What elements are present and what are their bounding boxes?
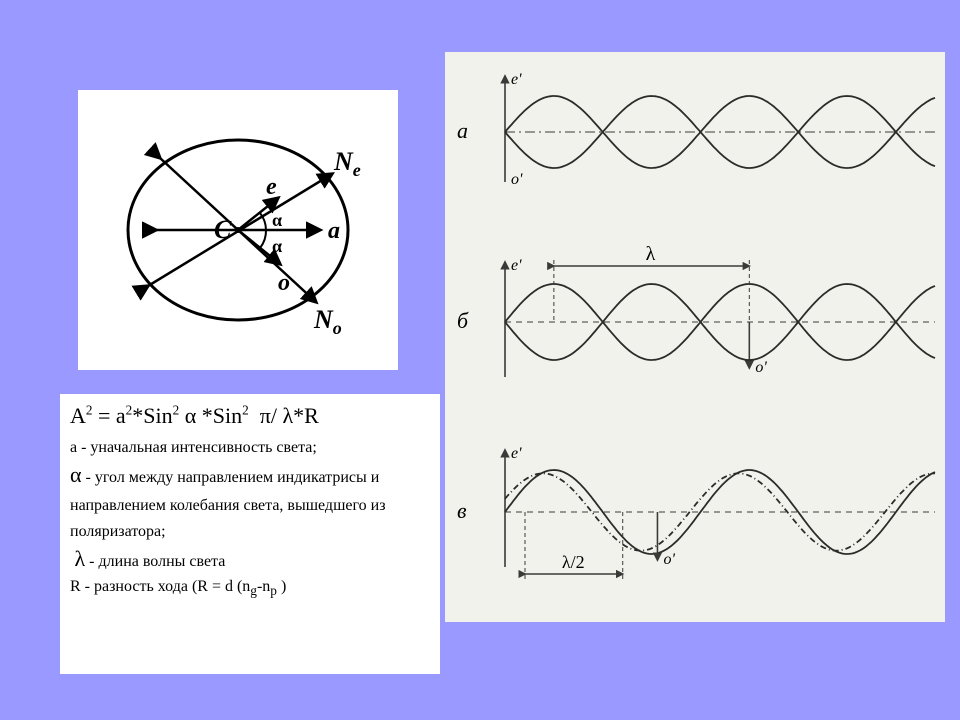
- svg-text:α: α: [272, 210, 282, 230]
- svg-text:λ/2: λ/2: [562, 552, 585, 572]
- def-R: R - разность хода (R = d (ng-np ): [70, 575, 430, 601]
- svg-text:Ne: Ne: [333, 147, 361, 180]
- svg-text:α: α: [272, 236, 282, 256]
- def-alpha: α - угол между направлением индикатрисы …: [70, 459, 430, 543]
- svg-text:o': o': [755, 359, 767, 376]
- svg-text:б: б: [457, 308, 469, 333]
- def-lambda: λ - длина волны света: [70, 543, 430, 575]
- svg-text:a: a: [328, 218, 340, 244]
- svg-text:в: в: [457, 498, 467, 523]
- svg-text:e': e': [511, 257, 522, 274]
- indicatrix-diagram: C Ne No e o a α α: [78, 90, 398, 370]
- svg-text:e': e': [511, 71, 522, 88]
- center-label: C: [214, 215, 232, 244]
- wave-panel: а e' o' б e' o' λ в e' o' λ/2: [445, 52, 945, 622]
- def-a: a - уначальная интенсивность света;: [70, 436, 430, 459]
- svg-text:No: No: [313, 305, 342, 338]
- svg-text:o: o: [278, 270, 290, 296]
- svg-text:λ: λ: [646, 243, 656, 265]
- indicatrix-svg: C Ne No e o a α α: [78, 90, 398, 370]
- formula-text-box: A2 = a2*Sin2 α *Sin2 π/ λ*R a - уначальн…: [60, 394, 440, 674]
- svg-text:e: e: [266, 174, 277, 200]
- svg-text:o': o': [663, 551, 675, 568]
- svg-text:e': e': [511, 445, 522, 462]
- svg-text:o': o': [511, 171, 523, 188]
- svg-text:а: а: [457, 118, 468, 143]
- waves-svg: а e' o' б e' o' λ в e' o' λ/2: [445, 52, 945, 622]
- main-formula: A2 = a2*Sin2 α *Sin2 π/ λ*R: [70, 400, 430, 432]
